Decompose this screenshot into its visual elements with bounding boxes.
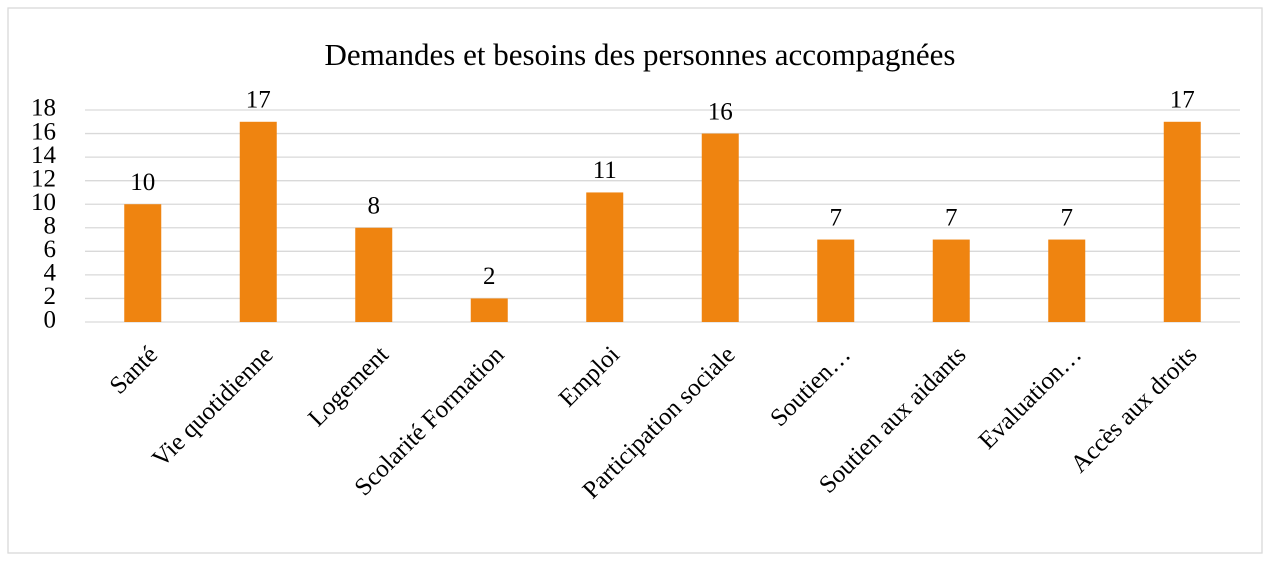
data-label: 7: [945, 204, 958, 231]
y-tick-label: 10: [31, 189, 56, 216]
bar: [932, 239, 970, 322]
y-tick-label: 14: [31, 142, 57, 169]
data-label: 17: [1170, 87, 1195, 114]
data-label: 2: [483, 263, 496, 290]
bar: [470, 298, 508, 322]
data-label: 11: [593, 157, 617, 184]
bar: [124, 204, 162, 322]
y-tick-label: 0: [44, 307, 57, 334]
data-label: 16: [708, 98, 733, 125]
y-tick-label: 4: [44, 260, 57, 287]
y-tick-label: 18: [31, 95, 56, 122]
y-tick-label: 6: [44, 236, 57, 263]
data-label: 7: [1061, 204, 1074, 231]
bar: [701, 133, 739, 322]
data-label: 7: [830, 204, 843, 231]
data-label: 17: [246, 87, 271, 114]
bar: [355, 227, 393, 322]
y-tick-label: 12: [31, 165, 56, 192]
data-label: 8: [368, 193, 381, 220]
y-tick-label: 2: [44, 283, 57, 310]
bar: [239, 121, 277, 323]
y-tick-label: 16: [31, 118, 56, 145]
bar: [817, 239, 855, 322]
bar: [1163, 121, 1201, 323]
chart-title: Demandes et besoins des personnes accomp…: [325, 37, 956, 72]
y-tick-label: 8: [44, 213, 57, 240]
data-label: 10: [130, 169, 155, 196]
bar: [586, 192, 624, 322]
bar: [1048, 239, 1086, 322]
